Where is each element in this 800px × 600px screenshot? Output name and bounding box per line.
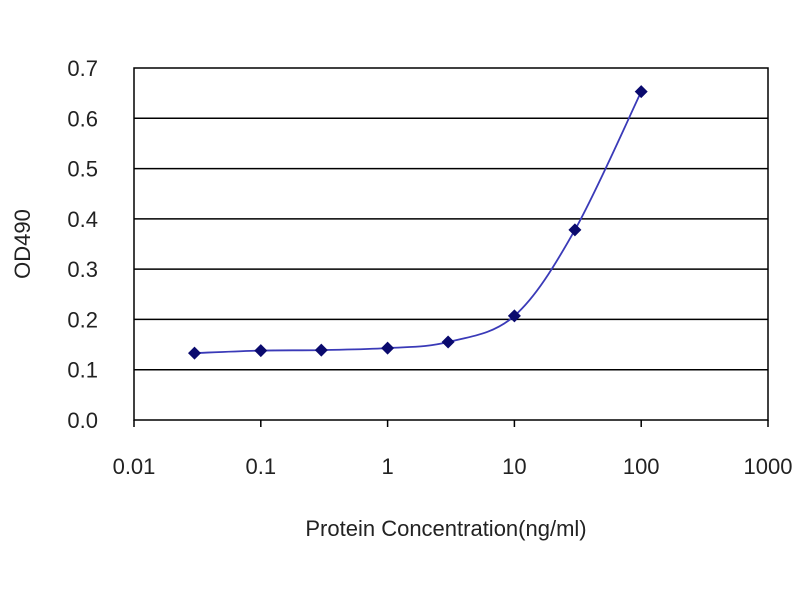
y-tick-label: 0.3 [67, 257, 98, 282]
y-tick-label: 0.1 [67, 358, 98, 383]
x-tick-label: 0.1 [246, 454, 277, 479]
x-tick-label: 1000 [744, 454, 793, 479]
data-point-marker [254, 344, 268, 358]
x-axis-ticks [133, 420, 769, 427]
data-point-marker [381, 341, 395, 355]
y-axis-title: OD490 [10, 209, 35, 279]
y-tick-label: 0.6 [67, 106, 98, 131]
y-tick-label: 0.7 [67, 56, 98, 81]
data-point-marker [187, 346, 201, 360]
plot-area [133, 67, 769, 421]
y-axis-tick-labels: 0.0 0.1 0.2 0.3 0.4 0.5 0.6 0.7 [67, 56, 98, 433]
x-tick-label: 1 [381, 454, 393, 479]
data-point-marker [441, 335, 455, 349]
x-axis-title: Protein Concentration(ng/ml) [305, 516, 586, 541]
x-tick-label: 0.01 [113, 454, 156, 479]
y-tick-label: 0.2 [67, 307, 98, 332]
y-tick-label: 0.4 [67, 207, 98, 232]
data-point-marker [634, 85, 648, 99]
y-tick-label: 0.0 [67, 408, 98, 433]
data-point-marker [314, 343, 328, 357]
data-points [187, 85, 648, 360]
gridlines [134, 117, 768, 371]
x-tick-label: 10 [502, 454, 526, 479]
x-axis-tick-labels: 0.01 0.1 1 10 100 1000 [113, 454, 793, 479]
data-point-marker [568, 223, 582, 237]
x-tick-label: 100 [623, 454, 660, 479]
data-point-marker [507, 309, 521, 323]
y-tick-label: 0.5 [67, 157, 98, 182]
